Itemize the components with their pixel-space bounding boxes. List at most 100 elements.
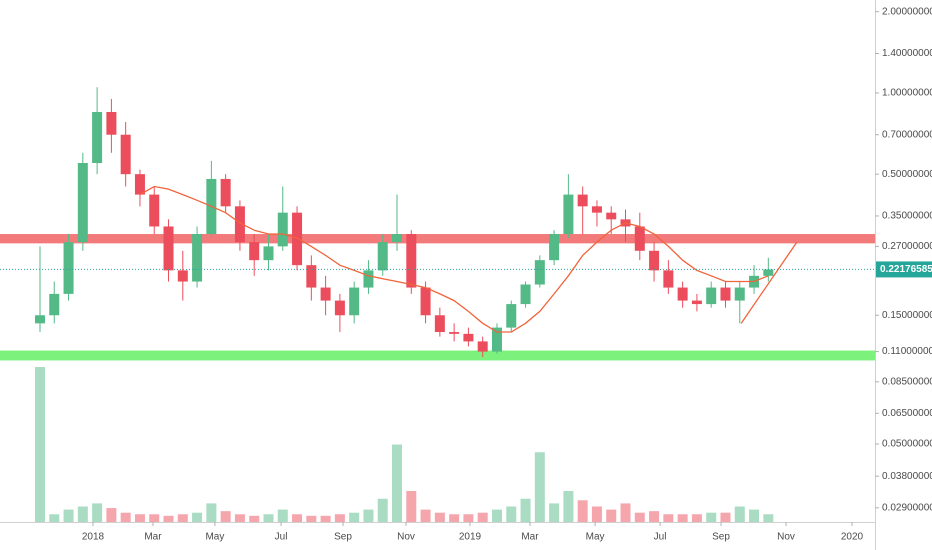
trendline [740, 241, 798, 324]
y-tick-label: 0.05000000 [882, 439, 932, 450]
candle-body [734, 287, 745, 301]
y-tick-label: 0.08500000 [882, 376, 932, 387]
candle-body [34, 315, 45, 324]
volume-bar [634, 512, 645, 522]
volume-bar [320, 515, 331, 522]
candle-body [192, 234, 203, 282]
candle-body [177, 270, 188, 282]
volume-bar [434, 512, 445, 522]
volume-bar [449, 514, 460, 522]
candle-body [591, 206, 602, 213]
volume-bar [192, 512, 203, 522]
volume-bar [420, 509, 431, 522]
candle-body [520, 284, 531, 305]
y-tick-label: 0.06500000 [882, 408, 932, 419]
last-price-box [876, 261, 932, 278]
candle-body [606, 212, 617, 220]
volume-bar [63, 509, 74, 522]
x-tick-label: Jul [654, 532, 667, 543]
x-tick-label: Mar [521, 532, 539, 543]
candle-body [134, 174, 145, 195]
candle-body [120, 134, 131, 175]
volume-bar [734, 506, 745, 522]
candle-body [420, 287, 431, 316]
candle-body [163, 226, 174, 271]
volume-bar [120, 512, 131, 522]
candle-body [649, 250, 660, 271]
volume-bar [206, 503, 217, 522]
volume-bar [277, 509, 288, 522]
candle-body [534, 260, 545, 285]
y-tick-label: 0.27000000 [882, 241, 932, 252]
y-tick-label: 0.03800000 [882, 471, 932, 482]
candle-body [677, 287, 688, 301]
volume-bar [163, 515, 174, 522]
y-tick-label: 2.00000000 [882, 6, 932, 17]
volume-bar [134, 514, 145, 522]
candle-body [92, 111, 103, 163]
volume-bar [763, 514, 774, 522]
candle-body [320, 287, 331, 301]
volume-bar [392, 444, 403, 522]
candle-body [249, 242, 260, 261]
candle-body [577, 194, 588, 207]
zone [0, 350, 875, 361]
y-tick-label: 0.02900000 [882, 502, 932, 513]
volume-bar [720, 512, 731, 522]
y-tick-label: 0.11000000 [882, 346, 932, 357]
candle-body [49, 293, 60, 316]
candle-body [706, 287, 717, 305]
candle-body [477, 341, 488, 352]
candle-body [220, 178, 231, 207]
y-tick-label: 0.15000000 [882, 310, 932, 321]
volume-bar [249, 515, 260, 522]
x-tick-label: May [586, 532, 605, 543]
volume-bar [334, 514, 345, 522]
volume-bar [663, 514, 674, 522]
volume-bar [534, 452, 545, 522]
candle-body [234, 206, 245, 243]
volume-bar [549, 503, 560, 522]
candle-body [720, 287, 731, 301]
candle-body [306, 265, 317, 288]
volume-bar [77, 506, 88, 522]
volume-bar [506, 506, 517, 522]
last-price-label: 0.22176585 [880, 264, 932, 275]
volume-bar [106, 508, 117, 522]
candle-body [63, 242, 74, 294]
candle-body [506, 304, 517, 328]
volume-bar [234, 514, 245, 522]
volume-bar [677, 514, 688, 522]
volume-bar [406, 491, 417, 522]
x-tick-label: Mar [144, 532, 162, 543]
volume-bar [477, 512, 488, 522]
volume-bar [749, 509, 760, 522]
x-tick-label: May [205, 532, 224, 543]
volume-bar [177, 514, 188, 522]
volume-bar [520, 498, 531, 522]
volume-bar [563, 491, 574, 522]
candle-body [691, 300, 702, 305]
candle-body [449, 332, 460, 334]
x-tick-label: Sep [334, 532, 352, 543]
volume-bar [306, 515, 317, 522]
candle-body [392, 234, 403, 243]
y-tick-label: 0.35000000 [882, 211, 932, 222]
x-tick-label: Nov [397, 532, 415, 543]
candle-body [377, 242, 388, 271]
volume-bar [34, 367, 45, 522]
candle-body [149, 194, 160, 227]
volume-bar [463, 514, 474, 522]
volume-bar [377, 498, 388, 522]
volume-bar [92, 503, 103, 522]
y-tick-label: 0.50000000 [882, 169, 932, 180]
volume-bar [349, 512, 360, 522]
x-tick-label: Nov [777, 532, 795, 543]
volume-bar [649, 511, 660, 522]
volume-bar [220, 511, 231, 522]
y-tick-label: 1.40000000 [882, 48, 932, 59]
volume-bar [491, 509, 502, 522]
volume-bar [49, 514, 60, 522]
